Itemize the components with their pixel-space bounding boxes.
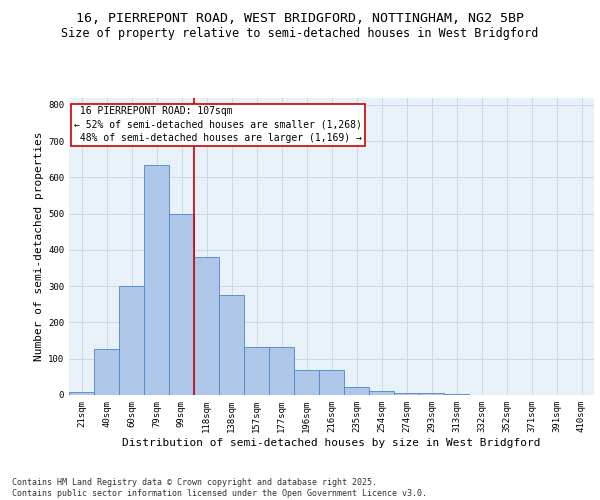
Bar <box>119 286 144 395</box>
Text: Size of property relative to semi-detached houses in West Bridgford: Size of property relative to semi-detach… <box>61 28 539 40</box>
Bar <box>169 214 194 395</box>
Bar <box>94 348 119 395</box>
Bar <box>244 346 269 395</box>
Bar <box>419 393 444 395</box>
Text: 16 PIERREPONT ROAD: 107sqm
← 52% of semi-detached houses are smaller (1,268)
 48: 16 PIERREPONT ROAD: 107sqm ← 52% of semi… <box>74 106 362 143</box>
Bar <box>294 370 319 395</box>
Bar <box>369 392 394 395</box>
Bar <box>219 295 244 395</box>
Bar <box>344 387 369 395</box>
Bar <box>269 346 294 395</box>
X-axis label: Distribution of semi-detached houses by size in West Bridgford: Distribution of semi-detached houses by … <box>122 438 541 448</box>
Bar <box>144 164 169 395</box>
Bar <box>69 392 94 395</box>
Bar <box>194 257 219 395</box>
Bar <box>444 394 469 395</box>
Bar <box>394 393 419 395</box>
Y-axis label: Number of semi-detached properties: Number of semi-detached properties <box>34 132 44 361</box>
Text: 16, PIERREPONT ROAD, WEST BRIDGFORD, NOTTINGHAM, NG2 5BP: 16, PIERREPONT ROAD, WEST BRIDGFORD, NOT… <box>76 12 524 26</box>
Bar <box>319 370 344 395</box>
Text: Contains HM Land Registry data © Crown copyright and database right 2025.
Contai: Contains HM Land Registry data © Crown c… <box>12 478 427 498</box>
